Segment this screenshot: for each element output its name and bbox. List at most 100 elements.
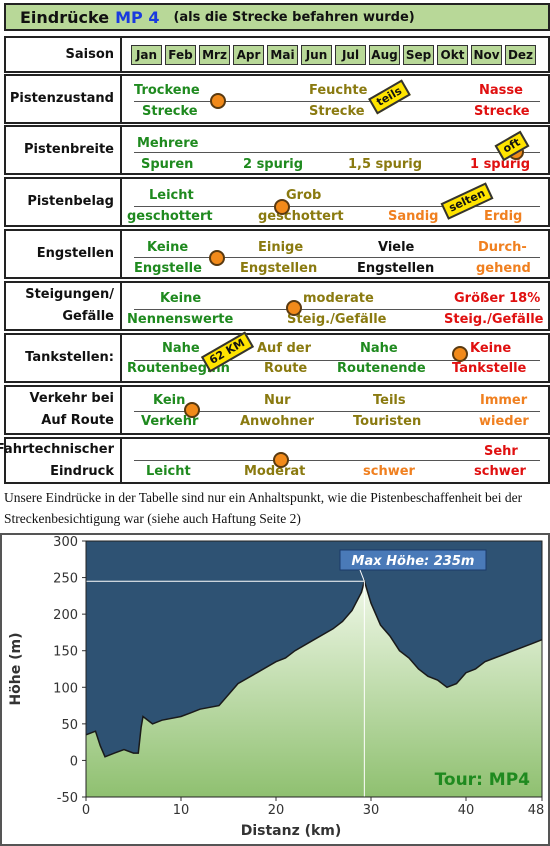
header-title: Eindrücke <box>20 7 110 27</box>
option-groesser-18: Größer 18% <box>454 291 541 306</box>
row-fahrtechnisch: Fahrtechnischer Eindruck Leicht Moderat s… <box>0 437 550 484</box>
option-tankstelle: Tankstelle <box>452 361 527 376</box>
row-pistenzustand: Pistenzustand Trockene Strecke Feuchte S… <box>4 74 550 124</box>
row-steigungen: Steigungen/Gefälle Keine Nennenswerte mo… <box>4 281 550 331</box>
option-sehr-schwer: schwer <box>474 464 526 479</box>
option-moderate: moderate <box>303 291 374 306</box>
annotation-pointer <box>359 569 365 582</box>
month-aug: Aug <box>369 45 400 65</box>
engstellen-label: Engstellen <box>6 231 122 277</box>
scale-line <box>134 257 540 258</box>
option-leicht: Leicht <box>149 188 194 203</box>
option-sehr: Sehr <box>484 444 518 459</box>
row-pistenbreite: Pistenbreite Mehrere Spuren 2 spurig 1,5… <box>4 125 550 175</box>
option-steig-gefaelle-1: Steig./Gefälle <box>287 312 387 327</box>
option-auf-der: Auf der <box>257 341 312 356</box>
x-tick-label: 10 <box>173 803 190 818</box>
elevation-chart: Max Höhe: 235m Tour: MP4 -50 0 50 100 150 200 25… <box>0 533 550 846</box>
y-tick-label: 300 <box>53 535 78 550</box>
option-leicht: Leicht <box>146 464 191 479</box>
rating-dot <box>274 199 290 215</box>
scale-line <box>134 360 540 361</box>
y-tick-label: 100 <box>53 681 78 696</box>
option-geschottert-2: geschottert <box>258 209 344 224</box>
scale-line <box>134 206 540 207</box>
month-sep: Sep <box>403 45 434 65</box>
option-strecke-2: Strecke <box>309 104 365 119</box>
option-mehrere: Mehrere <box>137 136 199 151</box>
elevation-line <box>85 578 543 758</box>
page-header: Eindrücke MP 4 (als die Strecke befahren… <box>4 3 550 31</box>
option-1-spurig: 1 spurig <box>470 157 531 172</box>
option-keine: Keine <box>160 291 202 306</box>
rating-dot <box>209 250 225 266</box>
option-1-5-spurig: 1,5 spurig <box>348 157 423 172</box>
x-tick-label: 0 <box>82 803 90 818</box>
y-axis-label: Höhe (m) <box>8 632 24 705</box>
option-engstellen-2: Engstellen <box>357 261 435 276</box>
option-teils: Teils <box>373 393 406 408</box>
elevation-area <box>86 581 542 797</box>
option-touristen: Touristen <box>353 414 422 429</box>
annotation-text: Max Höhe: 235m <box>352 554 475 569</box>
month-dez: Dez <box>505 45 536 65</box>
header-subtitle: (als die Strecke befahren wurde) <box>173 9 415 25</box>
pistenbelag-label: Pistenbelag <box>6 179 122 225</box>
saison-label: Saison <box>6 38 122 71</box>
scale-line <box>134 460 540 461</box>
rating-dot <box>184 402 200 418</box>
verkehr-label: Verkehr bei Auf Route <box>6 387 122 433</box>
header-tour: MP 4 <box>115 7 160 27</box>
month-okt: Okt <box>437 45 468 65</box>
tankstellen-label: Tankstellen: <box>6 335 122 381</box>
option-durchgehend-b: gehend <box>476 261 531 276</box>
option-viele: Viele <box>378 240 415 255</box>
option-2-spurig: 2 spurig <box>243 157 304 172</box>
option-immer: Immer <box>480 393 528 408</box>
steigungen-label-2: Gefälle <box>62 309 114 324</box>
month-list: Jan Feb Mrz Apr Mai Jun Jul Aug Sep Okt Nov Dez <box>131 45 536 65</box>
scale-line <box>134 101 540 102</box>
option-nahe-1: Nahe <box>162 341 200 356</box>
option-nahe-2: Nahe <box>360 341 398 356</box>
option-erdig: Erdig <box>484 209 523 224</box>
option-wieder: wieder <box>479 414 529 429</box>
option-einige: Einige <box>258 240 304 255</box>
row-saison: Saison Jan Feb Mrz Apr Mai Jun Jul Aug Sep Okt Nov… <box>4 36 550 73</box>
option-anwohner: Anwohner <box>240 414 314 429</box>
rating-dot <box>452 346 468 362</box>
pistenzustand-label: Pistenzustand <box>6 76 122 122</box>
month-jul: Jul <box>335 45 366 65</box>
option-kein: Kein <box>153 393 186 408</box>
tag-teils: teils <box>368 79 411 115</box>
option-durchgehend-a: Durch- <box>478 240 527 255</box>
option-spuren: Spuren <box>141 157 194 172</box>
option-strecke-3: Strecke <box>474 104 530 119</box>
x-axis-label: Distanz (km) <box>241 823 342 839</box>
x-tick-label: 20 <box>268 803 285 818</box>
month-feb: Feb <box>165 45 196 65</box>
rating-dot <box>286 300 302 316</box>
option-routenbeginn: Routenbeginn <box>127 361 230 376</box>
option-engstellen-1: Engstellen <box>240 261 318 276</box>
annotation-box <box>339 549 487 571</box>
rating-dot <box>210 93 226 109</box>
fahrtechnisch-label-1: Fahrtechnischer <box>0 441 114 457</box>
option-sandig: Sandig <box>388 209 439 224</box>
tour-label: Tour: MP4 <box>435 770 531 790</box>
month-mai: Mai <box>267 45 298 65</box>
fahrtechnisch-label: Fahrtechnischer Eindruck <box>0 439 122 482</box>
month-apr: Apr <box>233 45 264 65</box>
verkehr-label-2: Auf Route <box>41 413 114 428</box>
y-tick-label: 250 <box>53 572 78 587</box>
pistenbreite-label: Pistenbreite <box>6 127 122 173</box>
y-tick-label: 0 <box>70 754 78 769</box>
x-tick-label: 48 <box>528 803 545 818</box>
verkehr-label-1: Verkehr bei <box>29 391 114 406</box>
disclaimer-text: Unsere Eindrücke in der Tabelle sind nur… <box>4 490 523 526</box>
fahrtechnisch-label-2: Eindruck <box>50 463 114 479</box>
x-tick-label: 40 <box>458 803 475 818</box>
option-steig-gefaelle-2: Steig./Gefälle <box>444 312 544 327</box>
x-tick-label: 30 <box>363 803 380 818</box>
